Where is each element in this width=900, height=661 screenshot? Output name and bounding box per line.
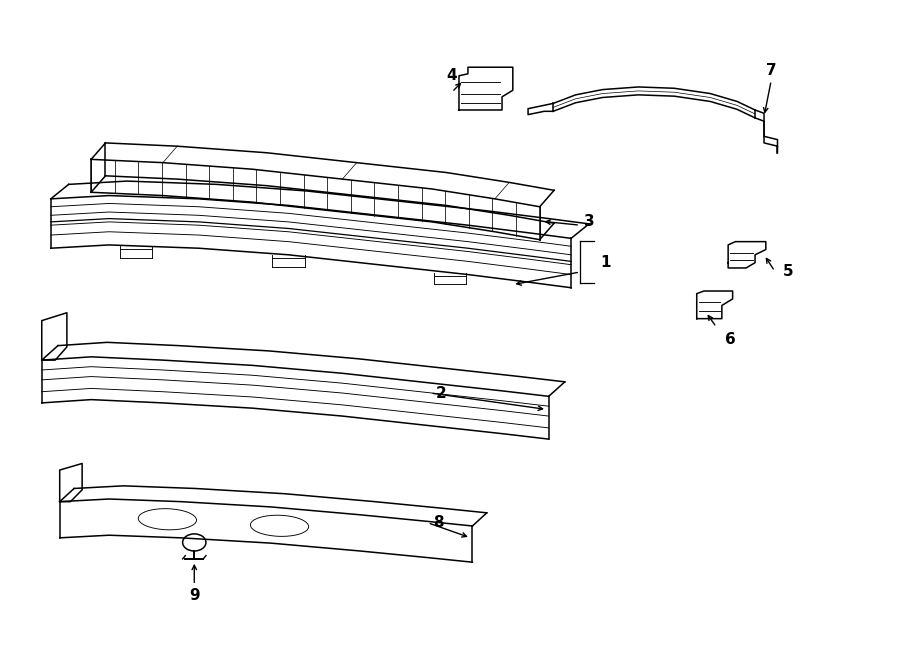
Text: 7: 7 bbox=[766, 63, 777, 78]
Text: 1: 1 bbox=[600, 254, 610, 270]
Text: 8: 8 bbox=[433, 515, 444, 530]
Text: 9: 9 bbox=[189, 588, 200, 603]
Text: 3: 3 bbox=[584, 214, 594, 229]
Text: 6: 6 bbox=[724, 332, 735, 346]
Text: 2: 2 bbox=[436, 385, 446, 401]
Text: 5: 5 bbox=[783, 264, 794, 279]
Text: 4: 4 bbox=[446, 68, 457, 83]
